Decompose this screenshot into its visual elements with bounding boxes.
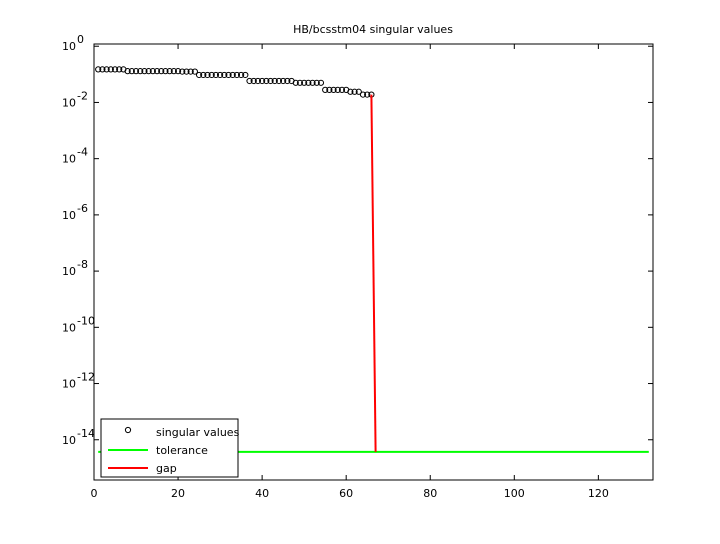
data-point <box>246 77 253 85</box>
data-point <box>317 79 325 86</box>
data-point <box>267 77 274 85</box>
data-point <box>334 86 341 93</box>
data-point <box>153 68 161 75</box>
y-tick-label: 10 <box>62 209 76 222</box>
legend-label: singular values <box>156 426 240 439</box>
data-point <box>309 79 316 86</box>
data-point <box>174 68 182 75</box>
y-tick-label: 10 <box>62 40 76 53</box>
data-point <box>292 79 299 86</box>
x-tick-label: 40 <box>255 487 269 500</box>
data-point <box>166 68 173 75</box>
data-point <box>99 66 106 73</box>
y-tick-label: 10 <box>62 96 76 109</box>
y-tick-label: 10 <box>62 321 76 334</box>
data-point <box>149 68 156 75</box>
data-point <box>124 68 131 75</box>
data-point <box>275 77 283 85</box>
data-point <box>301 79 308 86</box>
data-point <box>132 68 140 75</box>
x-tick-label: 100 <box>504 487 525 500</box>
data-point <box>313 79 320 86</box>
data-line <box>370 94 377 452</box>
data-point <box>322 86 329 93</box>
data-point <box>254 77 262 85</box>
data-point <box>183 68 190 75</box>
x-tick-label: 120 <box>588 487 609 500</box>
y-tick-exponent: -6 <box>77 202 88 215</box>
data-point <box>162 68 169 75</box>
data-point <box>191 68 198 75</box>
data-point <box>216 71 224 79</box>
data-point <box>116 66 123 73</box>
data-point <box>111 66 119 73</box>
data-point <box>179 68 186 75</box>
data-point <box>195 71 203 79</box>
data-point <box>305 79 312 86</box>
data-point <box>338 86 346 93</box>
data-point <box>351 88 358 95</box>
data-point <box>229 71 236 79</box>
data-point <box>242 71 249 79</box>
data-point <box>187 68 194 75</box>
data-point <box>170 68 177 75</box>
data-point <box>225 71 232 79</box>
data-point <box>296 79 304 86</box>
legend-label: tolerance <box>156 444 208 457</box>
y-tick-label: 10 <box>62 265 76 278</box>
data-point <box>347 88 354 95</box>
y-tick-exponent: 0 <box>77 33 84 46</box>
data-point <box>280 77 287 85</box>
data-point <box>326 86 333 93</box>
y-tick-exponent: -14 <box>77 427 95 440</box>
data-point <box>271 77 278 85</box>
y-tick-label: 10 <box>62 434 76 447</box>
data-point <box>212 71 219 79</box>
x-tick-label: 0 <box>91 487 98 500</box>
data-point <box>145 68 152 75</box>
y-tick-exponent: -4 <box>77 146 88 159</box>
data-point <box>204 71 211 79</box>
x-tick-label: 80 <box>423 487 437 500</box>
y-tick-label: 10 <box>62 153 76 166</box>
legend-label: gap <box>156 462 177 475</box>
chart-title: HB/bcsstm04 singular values <box>293 23 453 36</box>
data-point <box>137 68 144 75</box>
data-point <box>158 68 165 75</box>
y-tick-label: 10 <box>62 378 76 391</box>
x-tick-label: 20 <box>171 487 185 500</box>
x-tick-label: 60 <box>339 487 353 500</box>
data-point <box>238 71 245 79</box>
data-point <box>141 68 148 75</box>
y-tick-exponent: -8 <box>77 258 88 271</box>
y-tick-exponent: -2 <box>77 89 88 102</box>
data-point <box>263 77 270 85</box>
data-point <box>128 68 135 75</box>
data-point <box>95 66 102 73</box>
y-tick-exponent: -12 <box>77 371 95 384</box>
y-tick-exponent: -10 <box>77 314 95 327</box>
data-point <box>364 91 371 98</box>
data-point <box>359 91 367 98</box>
data-point <box>200 71 207 79</box>
data-point <box>103 66 110 73</box>
data-point <box>208 71 215 79</box>
data-point <box>259 77 266 85</box>
data-point <box>330 86 337 93</box>
data-point <box>355 88 362 95</box>
data-point <box>250 77 257 85</box>
data-point <box>284 77 291 85</box>
data-point <box>107 66 114 73</box>
data-point <box>221 71 228 79</box>
data-point <box>233 71 241 79</box>
legend-symbol <box>124 426 132 434</box>
